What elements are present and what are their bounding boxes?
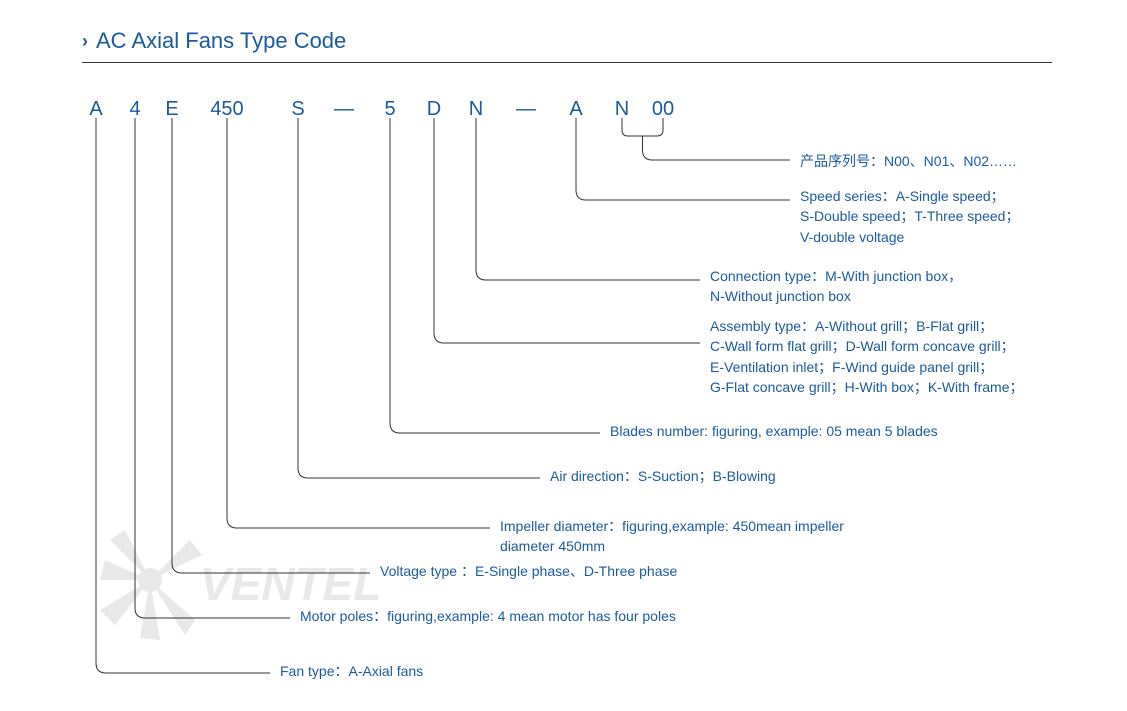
description-2: Connection type：M-With junction box， N-W… <box>710 266 962 307</box>
title-underline <box>82 62 1052 63</box>
description-6: Impeller diameter：figuring,example: 450m… <box>500 516 900 557</box>
description-5: Air direction：S-Suction；B-Blowing <box>550 466 776 486</box>
chevron-icon: › <box>82 31 88 52</box>
description-0: 产品序列号：N00、N01、N02…… <box>800 151 1017 171</box>
description-4: Blades number: figuring, example: 05 mea… <box>610 421 938 441</box>
header: › AC Axial Fans Type Code <box>82 28 346 54</box>
description-8: Motor poles：figuring,example: 4 mean mot… <box>300 606 676 626</box>
description-3: Assembly type：A-Without grill；B-Flat gri… <box>710 316 1024 397</box>
description-1: Speed series：A-Single speed； S-Double sp… <box>800 186 1019 247</box>
description-7: Voltage type ：E-Single phase、D-Three pha… <box>380 561 677 581</box>
description-9: Fan type：A-Axial fans <box>280 661 423 681</box>
page-title: AC Axial Fans Type Code <box>96 28 346 54</box>
